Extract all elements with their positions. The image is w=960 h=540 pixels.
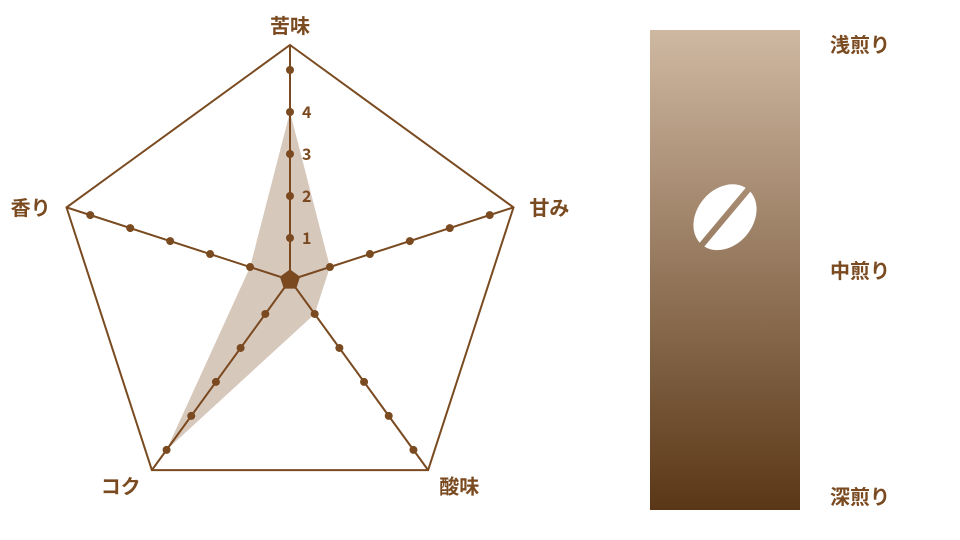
radar-tick-dot: [126, 224, 134, 232]
roast-label-medium: 中煎り: [830, 255, 890, 284]
radar-axis-label: 香り: [11, 192, 51, 221]
radar-tick-dot: [166, 237, 174, 245]
radar-axis-label: 甘み: [529, 192, 569, 221]
radar-tick-dot: [446, 224, 454, 232]
radar-axis-label: 苦味: [270, 10, 310, 39]
radar-axis-label: コク: [101, 471, 141, 500]
radar-tick-dot: [86, 211, 94, 219]
roast-label-light: 浅煎り: [830, 29, 890, 58]
radar-tick-dot: [406, 237, 414, 245]
radar-tick-dot: [335, 344, 343, 352]
radar-tick-dot: [366, 250, 374, 258]
radar-axis-label: 酸味: [439, 471, 479, 500]
roast-gradient-bar: [650, 30, 800, 510]
radar-tick-dot: [206, 250, 214, 258]
radar-scale-label: 4: [302, 99, 311, 123]
roast-label-dark: 深煎り: [830, 481, 890, 510]
radar-scale-label: 3: [302, 141, 311, 165]
radar-tick-dot: [286, 66, 294, 74]
radar-tick-dot: [409, 446, 417, 454]
radar-tick-dot: [360, 378, 368, 386]
radar-tick-dot: [385, 412, 393, 420]
radar-tick-dot: [486, 211, 494, 219]
